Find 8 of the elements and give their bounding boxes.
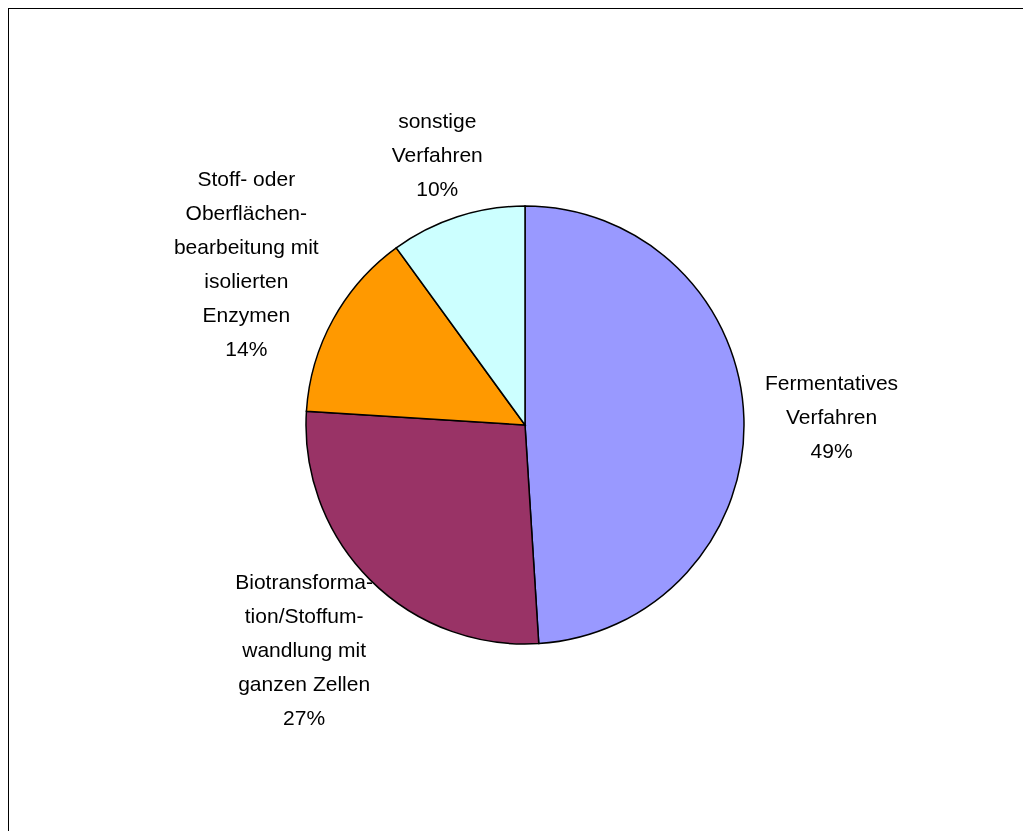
data-label: 49% — [810, 438, 853, 462]
data-label: 10% — [416, 177, 459, 201]
slice-label: Stoff- oder Oberflächen- bearbeitung mit isolierten Enzymen — [173, 167, 319, 327]
data-label: 14% — [225, 337, 268, 361]
slice-label: Biotransforma- tion/Stoffum- wandlung mit ganzen Zellen — [235, 570, 373, 696]
slice-label: sonstige Verfahren — [391, 109, 483, 167]
data-label: 27% — [283, 706, 326, 730]
slice-label: Fermentatives Verfahren — [765, 370, 899, 428]
